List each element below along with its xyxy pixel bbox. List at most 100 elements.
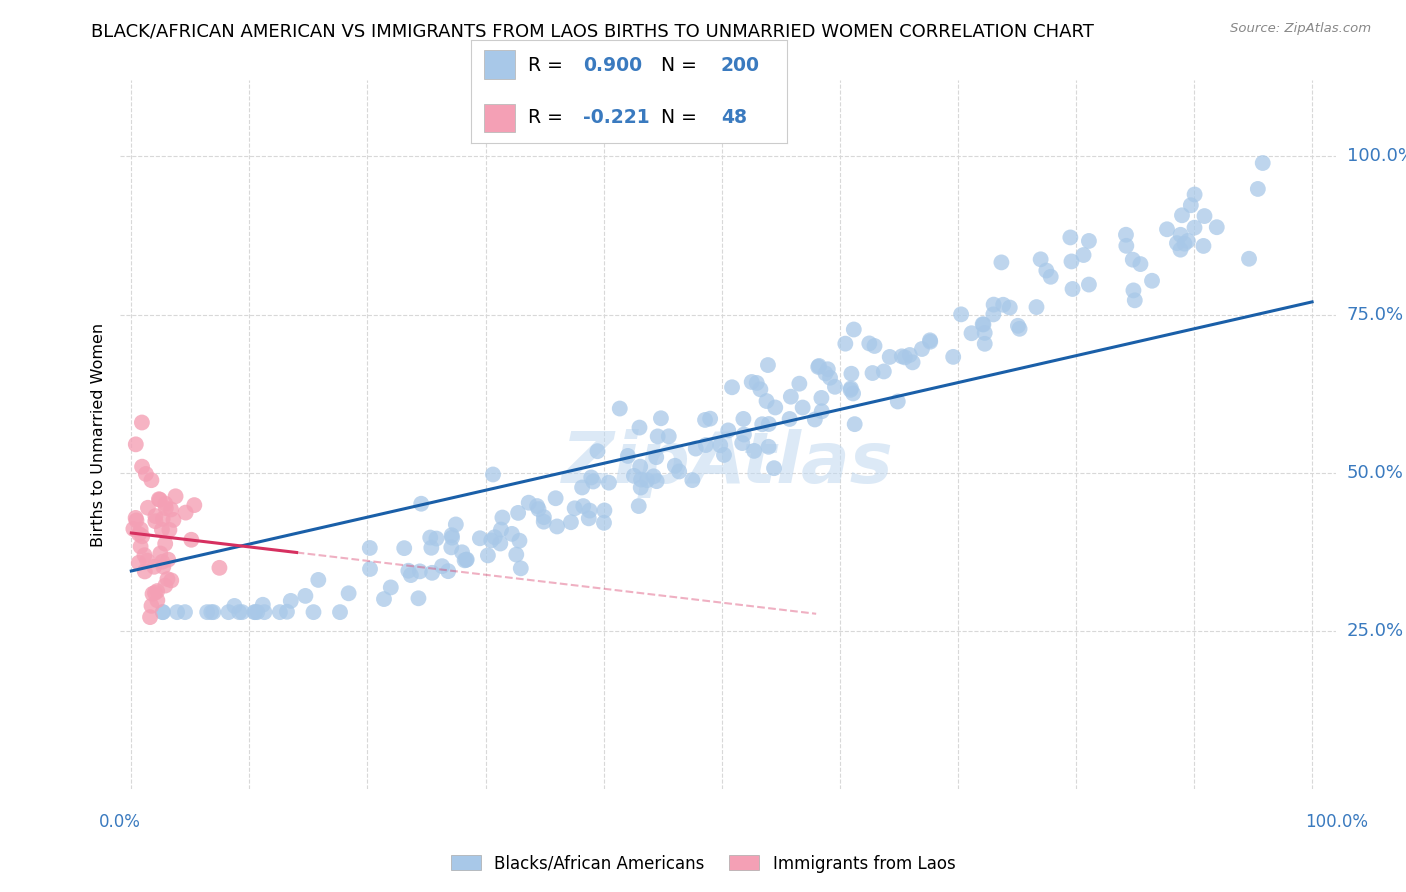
Point — [779, 390, 801, 404]
Point — [807, 359, 830, 373]
Point — [1008, 322, 1031, 336]
Point — [758, 417, 780, 431]
Point — [920, 334, 942, 349]
Point — [810, 404, 832, 418]
Point — [544, 491, 567, 506]
Point — [990, 255, 1012, 269]
Point — [440, 541, 463, 555]
Point — [1025, 300, 1047, 314]
Point — [650, 411, 672, 425]
Point — [564, 501, 586, 516]
Point — [1184, 187, 1206, 202]
Point — [243, 605, 266, 619]
Point — [125, 437, 148, 451]
Point — [609, 401, 631, 416]
Point — [645, 450, 668, 465]
Text: BLACK/AFRICAN AMERICAN VS IMMIGRANTS FROM LAOS BIRTHS TO UNMARRIED WOMEN CORRELA: BLACK/AFRICAN AMERICAN VS IMMIGRANTS FRO… — [91, 22, 1094, 40]
Point — [152, 605, 174, 619]
Point — [208, 561, 231, 575]
Point — [329, 605, 352, 619]
Point — [411, 497, 433, 511]
FancyBboxPatch shape — [484, 50, 516, 79]
Point — [810, 391, 832, 405]
Point — [143, 586, 166, 600]
Point — [136, 500, 159, 515]
Point — [1166, 236, 1188, 251]
Point — [482, 467, 505, 482]
Y-axis label: Births to Unmarried Women: Births to Unmarried Women — [91, 323, 107, 547]
Point — [165, 489, 187, 503]
Point — [1177, 234, 1199, 248]
Point — [155, 578, 177, 592]
Point — [195, 605, 218, 619]
Point — [420, 541, 443, 555]
Point — [243, 605, 266, 619]
Point — [218, 605, 240, 619]
Point — [1192, 239, 1215, 253]
Point — [709, 438, 731, 452]
Point — [1059, 230, 1081, 244]
Text: 200: 200 — [721, 56, 759, 75]
Point — [157, 552, 180, 566]
Point — [858, 336, 880, 351]
Point — [468, 531, 491, 545]
Text: 25.0%: 25.0% — [1347, 622, 1405, 640]
Point — [879, 350, 901, 364]
Point — [508, 533, 530, 548]
Point — [527, 502, 550, 516]
Point — [731, 436, 754, 450]
Point — [501, 527, 523, 541]
Point — [276, 605, 298, 619]
Point — [505, 548, 527, 562]
Point — [623, 468, 645, 483]
Point — [146, 584, 169, 599]
Point — [681, 473, 703, 487]
Point — [419, 531, 441, 545]
Point — [758, 440, 780, 454]
Point — [441, 531, 464, 545]
Point — [150, 523, 173, 537]
Point — [1035, 263, 1057, 277]
Point — [1029, 252, 1052, 267]
Point — [145, 509, 167, 524]
Point — [508, 506, 530, 520]
Point — [149, 492, 172, 507]
Point — [593, 503, 616, 517]
Point — [1062, 282, 1084, 296]
Point — [598, 475, 620, 490]
Point — [1247, 182, 1270, 196]
Point — [560, 515, 582, 529]
Point — [779, 412, 801, 426]
Point — [998, 301, 1021, 315]
Point — [763, 461, 786, 475]
Point — [202, 605, 225, 619]
Point — [484, 530, 506, 544]
Point — [491, 510, 513, 524]
Point — [373, 592, 395, 607]
Point — [509, 561, 531, 575]
Point — [444, 517, 467, 532]
Point — [1077, 234, 1099, 248]
Legend: Blacks/African Americans, Immigrants from Laos: Blacks/African Americans, Immigrants fro… — [444, 848, 962, 880]
Point — [763, 401, 786, 415]
Point — [153, 537, 176, 551]
Point — [756, 358, 779, 372]
Point — [1237, 252, 1260, 266]
Point — [200, 605, 222, 619]
Point — [228, 605, 250, 619]
Text: -0.221: -0.221 — [583, 108, 650, 127]
Point — [699, 411, 721, 425]
Text: N =: N = — [661, 108, 703, 127]
Point — [359, 541, 381, 555]
Point — [160, 574, 183, 588]
Point — [571, 480, 593, 494]
Point — [180, 533, 202, 547]
Point — [1170, 227, 1192, 242]
Point — [131, 459, 153, 474]
Point — [143, 559, 166, 574]
Point — [136, 553, 159, 567]
Point — [156, 572, 179, 586]
Point — [901, 355, 924, 369]
Point — [408, 591, 430, 606]
Text: 50.0%: 50.0% — [1347, 464, 1403, 482]
